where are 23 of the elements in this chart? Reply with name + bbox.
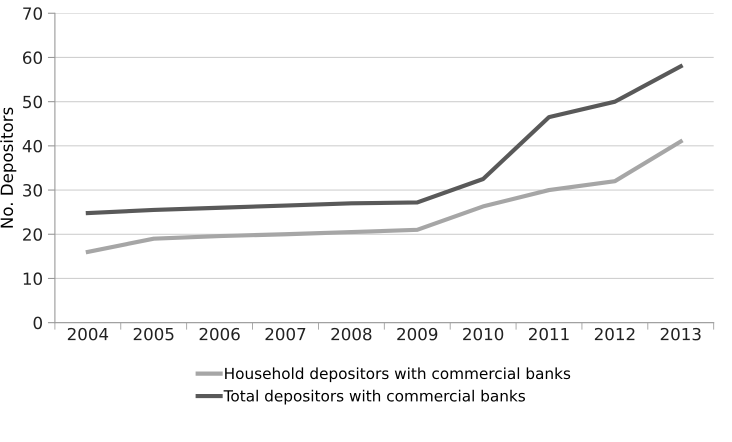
y-tick-label: 30 <box>23 184 42 197</box>
y-tick-label: 50 <box>23 96 42 108</box>
x-tick-label: 2011 <box>529 328 569 340</box>
x-tick-label: 2006 <box>200 328 240 340</box>
y-tick-label: 70 <box>23 7 42 20</box>
x-tick-label: 2012 <box>594 328 634 340</box>
y-tick-label: 60 <box>23 51 42 64</box>
y-tick-label: 20 <box>23 228 42 241</box>
x-tick-label: 2007 <box>265 328 306 340</box>
line-series <box>86 139 683 254</box>
x-tick-label: 2005 <box>134 328 174 340</box>
x-tick-label: 2013 <box>660 328 701 340</box>
legend-label: Total depositors with commercial banks <box>224 390 525 405</box>
y-tick-label: 40 <box>22 140 42 152</box>
x-tick-label: 2008 <box>331 328 372 340</box>
x-tick-label: 2004 <box>68 328 108 340</box>
line-series <box>86 64 683 216</box>
legend-label: Household depositors with commercial banks <box>225 367 570 382</box>
y-tick-label: 0 <box>34 316 42 330</box>
y-tick-label: 10 <box>24 272 42 286</box>
x-tick-label: 2009 <box>397 328 438 340</box>
x-tick-label: 2010 <box>463 328 504 340</box>
y-axis-title: No. Depositors <box>0 108 16 228</box>
